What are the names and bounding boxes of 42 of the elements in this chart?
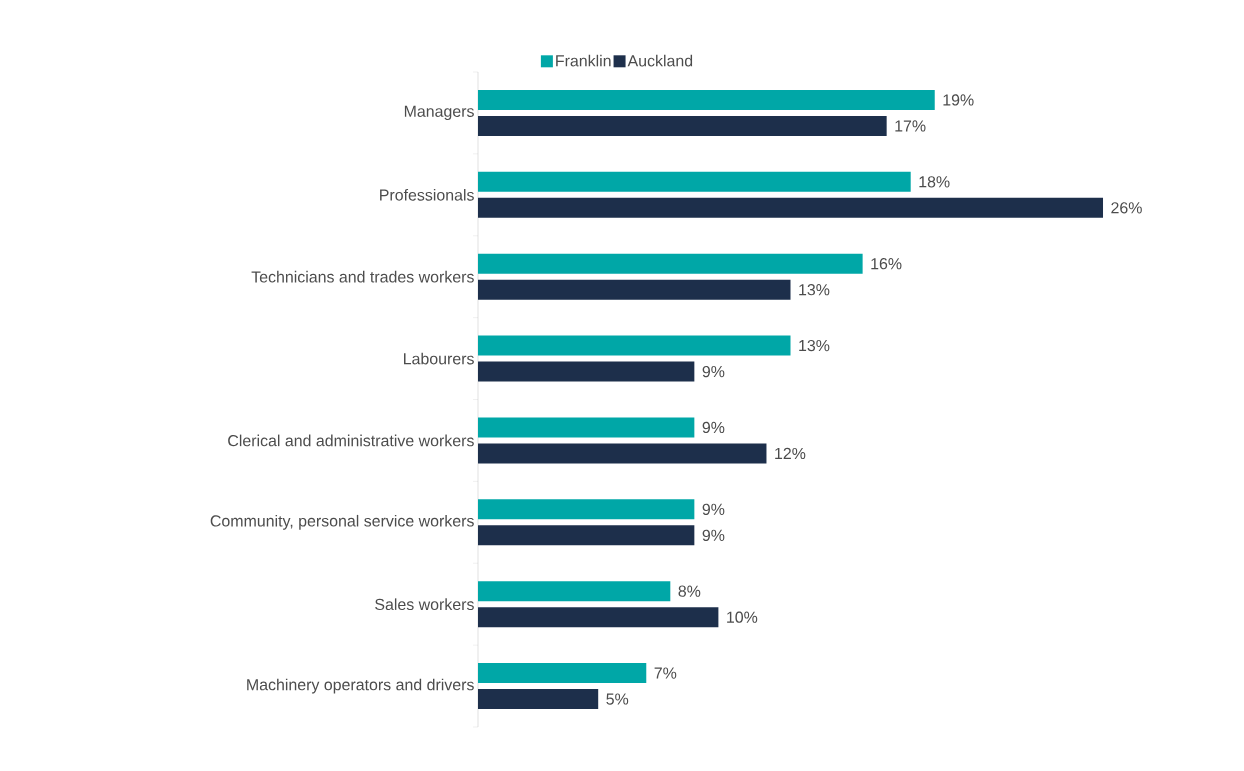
data-label: 26% <box>1111 202 1142 214</box>
data-label: 19% <box>943 94 974 106</box>
bar <box>478 499 695 520</box>
bar <box>478 335 791 356</box>
bar <box>478 197 1104 218</box>
legend-label: Auckland <box>627 54 693 67</box>
data-label: 9% <box>702 529 725 541</box>
bar <box>478 689 599 710</box>
y-tick-label: Clerical and administrative workers <box>228 434 474 447</box>
data-label: 17% <box>895 120 926 132</box>
data-label: 7% <box>654 667 677 679</box>
data-label: 18% <box>919 176 950 188</box>
bar <box>478 89 935 110</box>
y-tick-label: Labourers <box>404 352 474 365</box>
bar <box>478 607 719 628</box>
data-label: 12% <box>775 447 806 460</box>
bar <box>478 171 911 192</box>
y-tick-label: Machinery operators and drivers <box>247 678 474 694</box>
y-tick-label: Managers <box>404 105 474 121</box>
bar <box>478 115 887 136</box>
data-label: 13% <box>799 339 830 352</box>
data-label: 13% <box>799 284 830 296</box>
legend-label: Franklin <box>556 54 611 67</box>
y-tick-label: Community, personal service workers <box>210 514 474 530</box>
bar <box>478 443 767 464</box>
data-label: 5% <box>606 693 629 705</box>
data-label: 9% <box>702 365 725 378</box>
data-label: 9% <box>702 503 725 515</box>
y-tick-label: Professionals <box>380 188 474 201</box>
bar <box>478 417 695 438</box>
bar <box>478 663 647 684</box>
bar <box>478 279 791 300</box>
bar <box>478 361 695 382</box>
data-label: 9% <box>702 421 725 434</box>
data-label: 16% <box>871 258 902 270</box>
bar <box>478 525 695 546</box>
bar <box>478 253 863 274</box>
data-label: 10% <box>727 611 758 623</box>
bar <box>478 581 671 602</box>
y-tick-label: Technicians and trades workers <box>251 270 474 283</box>
y-tick-label: Sales workers <box>375 598 474 611</box>
data-label: 8% <box>678 585 701 597</box>
